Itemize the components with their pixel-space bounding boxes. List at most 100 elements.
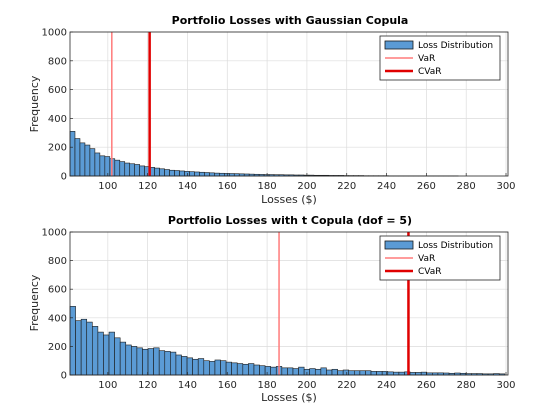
chart-panel-gaussian: Portfolio Losses with Gaussian Copula 10… [28,14,516,206]
histogram-bar [119,161,126,177]
y-tick-label: 200 [48,342,67,353]
x-axis-label: Losses ($) [261,391,317,404]
chart-title: Portfolio Losses with t Copula (dof = 5) [168,214,412,227]
x-tick-label: 100 [98,380,117,391]
histogram-bar [69,306,76,376]
histogram-bar [365,370,372,376]
x-tick-label: 180 [258,181,277,192]
histogram-bar [253,364,260,376]
histogram-bar [147,348,154,376]
histogram-bar [184,171,190,177]
histogram-bar [398,371,405,376]
legend-label-loss: Loss Distribution [418,241,493,251]
histogram-bar [142,348,149,376]
histogram-bar [114,337,121,376]
histogram-bar [97,331,104,376]
y-tick-labels: 0 200 400 600 800 1000 [42,228,73,382]
histogram-bar [420,371,428,376]
x-tick-label: 220 [337,181,356,192]
x-tick-label: 200 [297,181,316,192]
histogram-bar [169,169,175,177]
histogram-bar [359,370,366,376]
histogram-bar [309,368,316,376]
histogram-bar [131,346,138,376]
legend-label-loss: Loss Distribution [418,41,493,51]
y-tick-label: 800 [48,256,67,267]
histogram-bar [114,159,121,177]
histogram-bar [337,370,344,376]
legend-label-var: VaR [418,54,435,64]
histogram-bar [231,362,238,376]
y-tick-labels: 0 200 400 600 800 1000 [42,28,73,183]
histogram-bar [331,368,338,376]
histogram-bar [292,368,299,376]
histogram-bar [342,369,350,376]
histogram-bar [89,148,96,177]
histogram-bar [209,361,216,376]
histogram-bar [84,144,91,177]
histogram-bar [326,369,333,376]
x-tick-label: 240 [377,380,396,391]
x-axis-label: Losses ($) [261,193,317,206]
histogram-bar [164,351,171,376]
histogram-bar [192,358,199,376]
x-tick-label: 160 [218,380,237,391]
histogram-bar [174,170,180,177]
histogram-bar [194,171,200,177]
x-tick-label: 260 [417,181,436,192]
histogram-bar [259,365,266,376]
histogram-bar [189,171,195,177]
histogram-bar [74,138,81,177]
histogram-bar [164,169,170,177]
histogram-bar [175,354,182,376]
plot-frame [69,231,509,376]
legend-label-cvar: CVaR [418,67,442,77]
histogram-bar [219,172,225,177]
histogram-bar [186,357,193,376]
histogram-bar [124,162,131,177]
histogram-bar [298,366,305,376]
y-tick-label: 1000 [42,228,67,239]
x-tick-labels: 100 120 140 160 180 200 220 240 260 280 300 [98,173,516,192]
histogram-bar [203,360,210,376]
histogram-bar [199,171,205,177]
histogram-bar [320,367,327,376]
x-tick-label: 200 [297,380,316,391]
histogram-bar [270,366,277,376]
reference-lines [111,32,151,176]
histogram-bar [220,360,227,376]
histogram-bar [370,371,377,376]
y-tick-label: 0 [61,172,67,183]
x-tick-label: 160 [218,181,237,192]
histogram-bar [153,347,160,376]
x-tick-label: 280 [457,181,476,192]
x-tick-label: 180 [258,380,277,391]
x-tick-label: 220 [337,380,356,391]
histogram-bar [170,351,177,376]
x-tick-label: 100 [98,181,117,192]
y-axis-label: Frequency [28,75,41,132]
histogram-bar [80,318,88,376]
y-tick-label: 200 [48,143,67,154]
x-tick-label: 140 [178,380,197,391]
histogram-bar [158,350,166,376]
histogram-bar [197,358,205,376]
histogram-bar [242,363,249,376]
chart-panel-t-copula: Portfolio Losses with t Copula (dof = 5)… [28,214,516,404]
histogram-bar [248,363,255,376]
histogram-bar [159,168,165,177]
histogram-bar [108,331,115,376]
plot-frame [69,31,509,177]
histogram-bar [125,344,132,376]
histogram-bar [75,320,82,376]
x-tick-label: 240 [377,181,396,192]
legend: Loss Distribution VaR CVaR [379,35,501,81]
legend-label-var: VaR [418,254,435,264]
histogram-bar [94,152,101,177]
histogram-bar [236,363,244,376]
histogram-bar [181,356,188,376]
histogram-bar [134,164,140,177]
histogram-bar [91,326,99,376]
x-tick-labels: 100 120 140 160 180 200 220 240 260 280 300 [98,372,516,391]
